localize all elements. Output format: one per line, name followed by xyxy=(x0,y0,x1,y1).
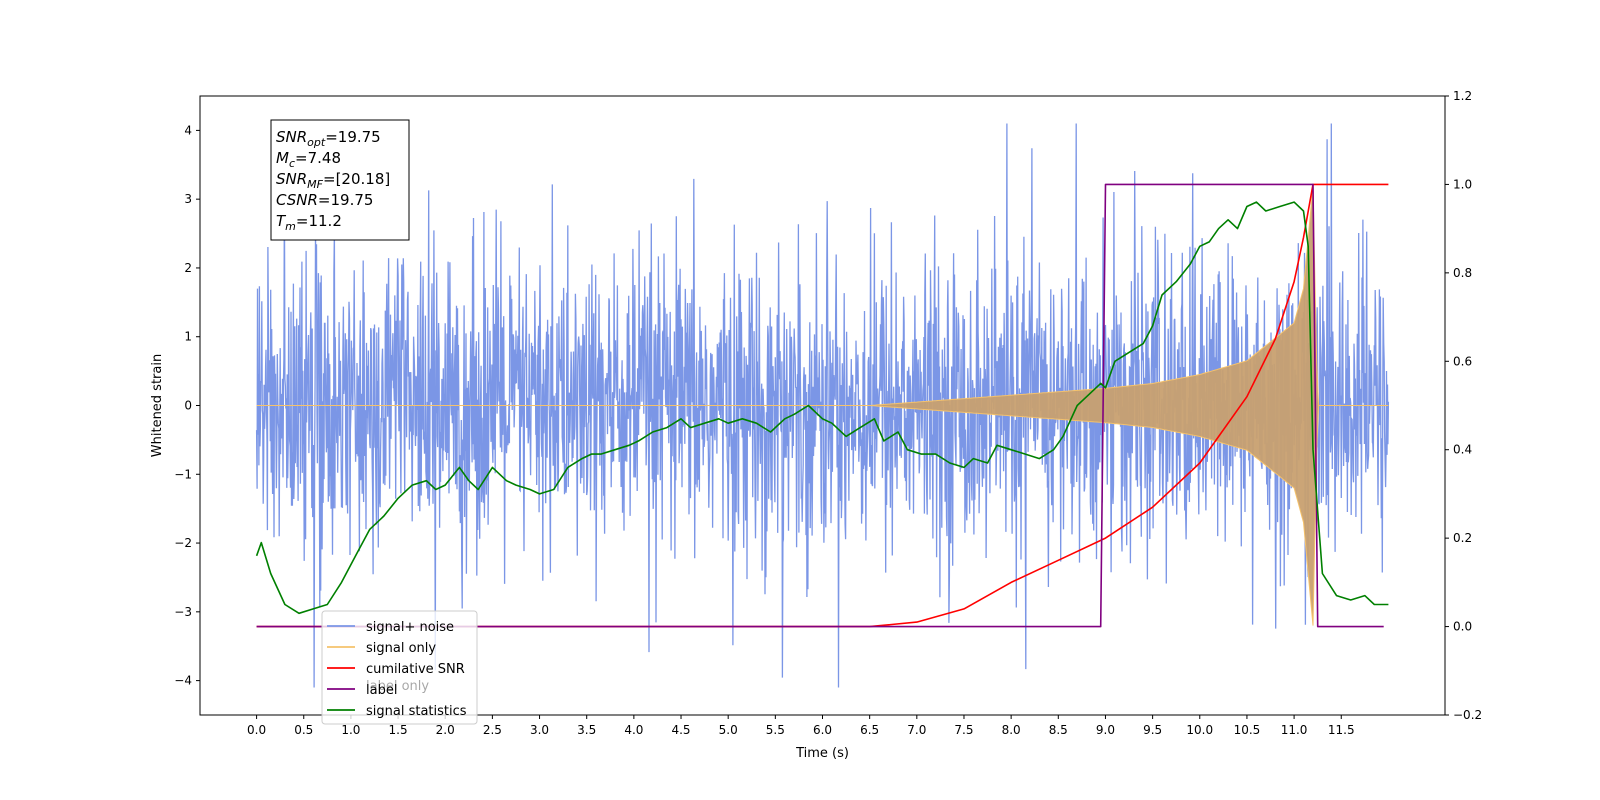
y-right-tick-label: 0.0 xyxy=(1453,620,1472,634)
y-left-tick-label: 1 xyxy=(184,330,192,344)
legend-label: signal only xyxy=(366,641,436,656)
x-tick-label: 5.0 xyxy=(719,723,738,737)
x-tick-label: 8.5 xyxy=(1049,723,1068,737)
plot-area xyxy=(255,123,1390,688)
x-tick-label: 9.0 xyxy=(1096,723,1115,737)
x-tick-label: 10.0 xyxy=(1186,723,1213,737)
y-left-tick-label: 2 xyxy=(184,261,192,275)
y-left-tick-label: −1 xyxy=(174,467,192,481)
legend-hidden-label: label only xyxy=(366,679,429,694)
annotation-box: SNRopt=19.75Mc=7.48SNRMF=[20.18]CSNR=19.… xyxy=(270,119,410,241)
legend-label: signal+ noise xyxy=(366,620,454,635)
x-tick-label: 2.0 xyxy=(436,723,455,737)
x-tick-label: 4.5 xyxy=(671,723,690,737)
x-tick-label: 4.0 xyxy=(624,723,643,737)
x-tick-label: 11.0 xyxy=(1281,723,1308,737)
x-tick-label: 7.0 xyxy=(907,723,926,737)
legend-frame xyxy=(321,610,478,725)
y-right-tick-label: 1.0 xyxy=(1453,177,1472,191)
annotation-line: CSNR=19.75 xyxy=(276,191,373,209)
x-tick-label: 7.5 xyxy=(954,723,973,737)
x-tick-label: 0.0 xyxy=(247,723,266,737)
y-right-tick-label: 0.4 xyxy=(1453,443,1472,457)
series-signal-statistics-line xyxy=(255,201,1389,615)
x-tick-label: 1.0 xyxy=(341,723,360,737)
y-left-tick-label: −4 xyxy=(174,674,192,688)
annotation-subscript: m xyxy=(285,220,296,233)
annotation-symbol: SNR xyxy=(276,170,307,188)
y-right-tick-label: −0.2 xyxy=(1453,708,1482,722)
legend-label: label xyxy=(366,683,397,698)
y-left-tick-label: 4 xyxy=(184,123,192,137)
legend-label: signal statistics xyxy=(366,704,467,719)
y-axis-right: 1.2 1.0 0.8 0.6 0.4 0.2 0.0 −0.2 xyxy=(1445,89,1482,722)
legend: label only signal+ noise signal only cumila… xyxy=(321,610,478,725)
annotation-symbol: SNR xyxy=(276,128,307,146)
x-tick-label: 6.0 xyxy=(813,723,832,737)
y-right-tick-label: 0.6 xyxy=(1453,354,1472,368)
annotation-line: Tm=11.2 xyxy=(276,212,342,233)
y-axis-label: Whitened strain xyxy=(150,354,165,457)
series-cumulative-snr-line xyxy=(256,183,1389,628)
y-left-tick-label: −3 xyxy=(174,605,192,619)
y-right-tick-label: 0.8 xyxy=(1453,266,1472,280)
x-tick-label: 11.5 xyxy=(1328,723,1355,737)
y-left-tick-label: 3 xyxy=(184,192,192,206)
series-signal-only-area xyxy=(256,185,1389,626)
x-tick-label: 2.5 xyxy=(483,723,502,737)
x-tick-label: 1.5 xyxy=(389,723,408,737)
annotation-frame xyxy=(270,119,410,241)
annotation-line: SNRopt=19.75 xyxy=(276,128,381,149)
y-left-tick-label: −2 xyxy=(174,536,192,550)
x-tick-label: 0.5 xyxy=(294,723,313,737)
legend-label: cumilative SNR xyxy=(366,662,465,677)
y-right-tick-label: 0.2 xyxy=(1453,531,1472,545)
x-tick-label: 8.0 xyxy=(1002,723,1021,737)
y-axis-left: 4 3 2 1 0 −1 −2 −3 −4 xyxy=(174,123,200,688)
x-tick-label: 9.5 xyxy=(1143,723,1162,737)
x-axis-label: Time (s) xyxy=(795,746,849,761)
annotation-subscript: opt xyxy=(307,136,326,149)
annotation-subscript: c xyxy=(289,157,295,170)
annotation-value: =7.48 xyxy=(295,149,341,167)
y-right-tick-label: 1.2 xyxy=(1453,89,1472,103)
y-left-tick-label: 0 xyxy=(184,399,192,413)
annotation-symbol: M xyxy=(276,149,289,167)
annotation-value: =19.75 xyxy=(325,128,381,146)
x-tick-label: 5.5 xyxy=(766,723,785,737)
annotation-symbol: T xyxy=(276,212,287,230)
x-tick-label: 3.5 xyxy=(577,723,596,737)
x-axis: 0.0 0.5 1.0 1.5 2.0 2.5 3.0 3.5 4.0 4.5 5.0 5.5 6.0 6… xyxy=(247,715,1355,737)
series-label-line xyxy=(256,183,1384,628)
annotation-subscript: MF xyxy=(307,178,323,191)
annotation-value: =[20.18] xyxy=(323,170,390,188)
annotation-line: Mc=7.48 xyxy=(276,149,341,170)
x-tick-label: 10.5 xyxy=(1234,723,1261,737)
annotation-line: SNRMF=[20.18] xyxy=(276,170,390,191)
annotation-symbol: CSNR xyxy=(276,191,318,209)
x-tick-label: 3.0 xyxy=(530,723,549,737)
x-tick-label: 6.5 xyxy=(860,723,879,737)
annotation-value: =11.2 xyxy=(296,212,342,230)
annotation-value: =19.75 xyxy=(318,191,374,209)
